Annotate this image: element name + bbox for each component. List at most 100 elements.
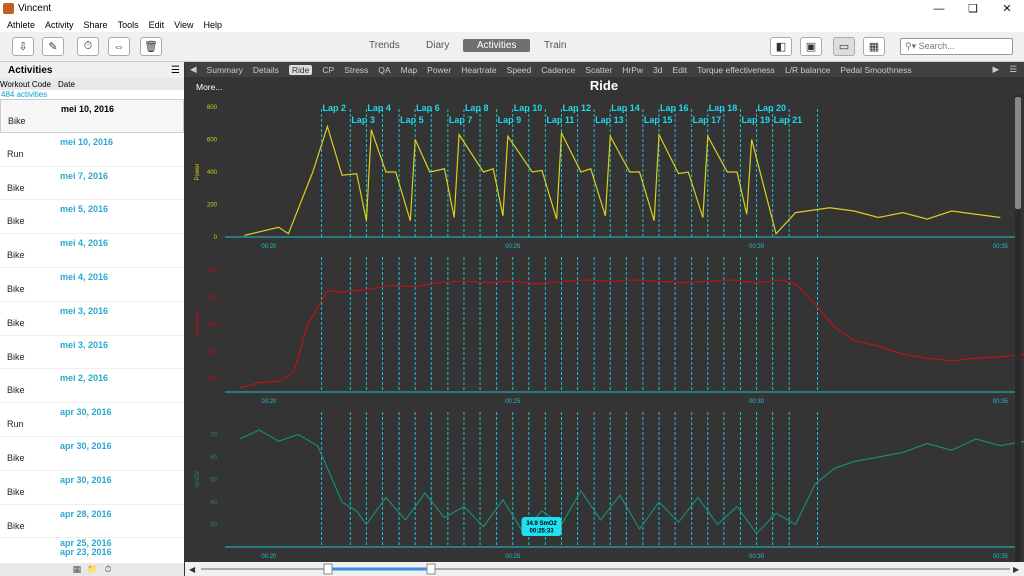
window-title: Vincent <box>18 3 52 14</box>
lap-label: Lap 17 <box>693 115 722 125</box>
activity-workout-code: Bike <box>7 283 25 294</box>
tab-heartrate[interactable]: Heartrate <box>461 64 497 75</box>
activity-workout-code: Run <box>7 419 24 430</box>
split-icon[interactable]: ⇔ <box>108 37 130 56</box>
activity-row[interactable]: apr 30, 2016 Bike <box>0 471 184 505</box>
activity-date: mei 3, 2016 <box>60 305 109 316</box>
activity-workout-code: Bike <box>7 317 25 328</box>
tile-view-icon[interactable]: ▦ <box>863 37 885 56</box>
col-workout-code[interactable]: Workout Code <box>0 79 51 89</box>
tab-3d[interactable]: 3d <box>653 64 663 75</box>
tab-power[interactable]: Power <box>427 64 452 75</box>
x-tick-label: 00:25 <box>505 244 521 250</box>
view-train[interactable]: Train <box>544 40 567 51</box>
activity-row[interactable]: apr 25, 2016 <box>0 538 184 549</box>
lap-label: Lap 9 <box>498 115 522 125</box>
lap-label: Lap 21 <box>774 115 803 125</box>
activity-row[interactable]: apr 23, 2016 <box>0 547 184 557</box>
activity-date: apr 30, 2016 <box>60 440 112 451</box>
activity-row[interactable]: mei 4, 2016 Bike <box>0 234 184 268</box>
tab-details[interactable]: Details <box>252 64 279 75</box>
menu-athlete[interactable]: Athlete <box>7 19 36 30</box>
tab-pedal-smoothness[interactable]: Pedal Smoothness <box>840 64 912 75</box>
x-tick-label: 00:25 <box>505 399 521 405</box>
tab-menu-icon[interactable]: ☰ <box>1009 64 1017 74</box>
menu-tools[interactable]: Tools <box>117 19 139 30</box>
x-tick-label: 00:35 <box>993 554 1009 560</box>
activity-row[interactable]: mei 7, 2016 Bike <box>0 167 184 201</box>
y-tick-label: 600 <box>207 138 218 144</box>
activity-row[interactable]: mei 2, 2016 Bike <box>0 369 184 404</box>
lap-label: Lap 12 <box>562 103 591 113</box>
slider-right-icon[interactable]: ▶ <box>1013 565 1020 574</box>
activity-row[interactable]: mei 4, 2016 Bike <box>0 268 184 302</box>
activity-row[interactable]: apr 30, 2016 Bike <box>0 437 184 471</box>
minimize-icon[interactable]: — <box>933 2 945 15</box>
view-trends[interactable]: Trends <box>369 40 400 51</box>
view-diary[interactable]: Diary <box>426 40 450 51</box>
slider-handle-left[interactable] <box>323 563 333 575</box>
search-placeholder: Search... <box>918 41 955 51</box>
menu-view[interactable]: View <box>174 19 194 30</box>
sidebar-toggle-icon[interactable]: ◧ <box>770 37 792 56</box>
activity-row[interactable]: mei 3, 2016 Bike <box>0 302 184 336</box>
edit-icon[interactable]: ✎ <box>42 37 64 56</box>
activity-row[interactable]: apr 30, 2016 Run <box>0 403 184 437</box>
y-tick-label: 180 <box>207 269 218 275</box>
timeline-slider[interactable]: ◀ ▶ <box>185 562 1024 576</box>
lap-label: Lap 13 <box>595 115 624 125</box>
activity-row[interactable]: mei 10, 2016 Bike <box>0 99 184 133</box>
activity-row[interactable]: apr 28, 2016 Bike <box>0 505 184 539</box>
tab-cadence[interactable]: Cadence <box>541 64 576 75</box>
tab-scroll-left-icon[interactable]: ◀ <box>190 64 197 74</box>
tab-torque-effectiveness[interactable]: Torque effectiveness <box>697 64 775 75</box>
tab-summary[interactable]: Summary <box>206 64 243 75</box>
bottom-panel-icon[interactable]: ▣ <box>800 37 822 56</box>
calendar-icon[interactable]: ▦ <box>72 564 82 574</box>
tab-stress[interactable]: Stress <box>344 64 369 75</box>
activity-list: mei 10, 2016 Bike mei 10, 2016 Run mei 7, 20… <box>0 99 184 557</box>
tab-l-r-balance[interactable]: L/R balance <box>784 64 831 75</box>
folder-icon[interactable]: 📁 <box>87 564 99 574</box>
tab-view-icon[interactable]: ▭ <box>833 37 855 56</box>
slider-left-icon[interactable]: ◀ <box>189 565 196 574</box>
activity-date: mei 7, 2016 <box>60 170 109 181</box>
lap-label: Lap 4 <box>367 103 391 113</box>
activity-row[interactable]: mei 5, 2016 Bike <box>0 200 184 235</box>
col-date[interactable]: Date <box>58 79 75 89</box>
menu-edit[interactable]: Edit <box>148 19 165 30</box>
trash-icon[interactable]: 🗑 <box>140 37 162 56</box>
ride-chart-svg[interactable]: Ride More... 00:20 00:25 00:30 00:35 0 200 400 60… <box>185 77 1024 562</box>
more-menu[interactable]: More... <box>196 82 222 92</box>
toolbar: ⇩ ✎ ⏱ ⇔ 🗑 Trends Diary Activities Train … <box>0 32 1024 62</box>
tab-scatter[interactable]: Scatter <box>585 64 613 75</box>
search-input[interactable]: ⚲▾ Search... <box>900 38 1013 55</box>
stopwatch-icon[interactable]: ⏱ <box>77 37 99 56</box>
chart-scrollbar[interactable] <box>1015 95 1021 562</box>
tab-map[interactable]: Map <box>400 64 418 75</box>
view-activities[interactable]: Activities <box>463 39 531 52</box>
lap-label: Lap 20 <box>758 103 787 113</box>
tab-hrpw[interactable]: HrPw <box>622 64 643 75</box>
slider-handle-right[interactable] <box>426 563 436 575</box>
activity-date: apr 25, 2016 <box>60 538 112 549</box>
menu-share[interactable]: Share <box>83 19 108 30</box>
activity-row[interactable]: mei 3, 2016 Bike <box>0 336 184 370</box>
chart-scrollbar-thumb[interactable] <box>1015 97 1021 209</box>
tab-qa[interactable]: QA <box>378 64 391 75</box>
tab-ride[interactable]: Ride <box>288 64 313 75</box>
series-line <box>239 429 1024 535</box>
lap-label: Lap 8 <box>465 103 489 113</box>
maximize-icon[interactable]: ❑ <box>968 3 978 15</box>
tab-edit[interactable]: Edit <box>672 64 688 75</box>
close-icon[interactable]: ✕ <box>1002 3 1012 15</box>
tab-scroll-right-icon[interactable]: ▶ <box>992 64 999 74</box>
menu-help[interactable]: Help <box>203 19 222 30</box>
sidebar-menu-icon[interactable]: ☰ <box>171 64 180 76</box>
timer-icon[interactable]: ⏱ <box>104 564 112 574</box>
download-icon[interactable]: ⇩ <box>12 37 34 56</box>
tab-cp[interactable]: CP <box>322 64 335 75</box>
menu-activity[interactable]: Activity <box>45 19 74 30</box>
tab-speed[interactable]: Speed <box>506 64 532 75</box>
activity-row[interactable]: mei 10, 2016 Run <box>0 133 184 167</box>
